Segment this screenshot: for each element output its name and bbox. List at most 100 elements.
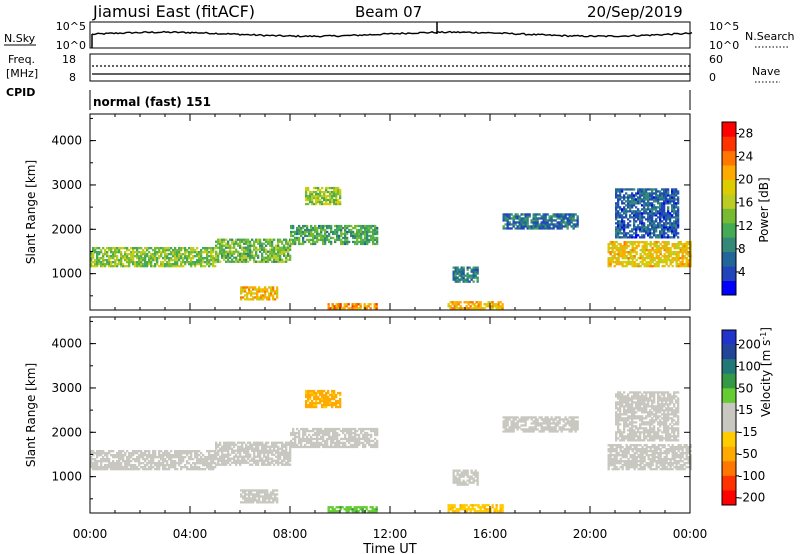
range-cell-0-1951 [635, 259, 638, 262]
range-cell-0-1773 [564, 215, 567, 218]
range-cell-1-1464 [473, 508, 476, 511]
range-cell-1-1504 [501, 506, 504, 509]
range-cell-1-677 [261, 447, 264, 450]
range-cell-0-874 [306, 228, 309, 232]
range-cell-0-1772 [564, 217, 567, 220]
range-cell-0-843 [298, 240, 301, 244]
range-cell-0-2800 [675, 218, 678, 221]
range-cell-0-1032 [352, 230, 355, 234]
range-cell-0-381 [190, 257, 193, 260]
range-cell-0-2726 [667, 202, 670, 205]
range-cell-0-1701 [542, 217, 545, 220]
range-cell-1-479 [217, 451, 220, 454]
range-cell-0-932 [322, 234, 325, 238]
range-cell-0-2783 [673, 204, 676, 207]
range-cell-1-1172 [313, 393, 316, 397]
range-cell-0-1604 [512, 217, 515, 220]
range-cell-0-1806 [576, 223, 579, 226]
range-cell-1-1841 [613, 460, 616, 463]
range-cell-0-691 [263, 250, 266, 253]
range-cell-1-943 [326, 445, 329, 449]
range-cell-0-2065 [659, 259, 662, 262]
range-cell-1-926 [320, 427, 323, 431]
range-cell-0-781 [283, 260, 286, 263]
range-cell-1-112 [118, 452, 121, 455]
range-cell-0-2253 [617, 212, 620, 215]
range-cell-1-707 [267, 451, 270, 454]
range-cell-0-1878 [619, 243, 622, 246]
range-cell-0-1780 [566, 217, 569, 220]
range-cell-1-1441 [457, 510, 460, 513]
range-cell-0-1479 [497, 307, 500, 310]
range-cell-0-1800 [572, 213, 575, 216]
range-cell-1-800 [289, 463, 292, 466]
range-cell-0-897 [312, 228, 315, 232]
range-cell-0-2757 [671, 214, 674, 217]
range-cell-1-2028 [651, 458, 654, 461]
range-cell-1-1264 [240, 493, 243, 496]
range-cell-1-1525 [458, 483, 461, 486]
range-cell-0-1783 [568, 221, 571, 224]
range-cell-0-2138 [675, 257, 678, 260]
range-cell-1-1739 [554, 422, 557, 425]
range-cell-0-668 [257, 242, 260, 245]
range-cell-1-1817 [609, 462, 612, 465]
range-cell-1-1882 [621, 452, 624, 455]
range-cell-0-245 [154, 253, 157, 256]
range-cell-1-803 [289, 455, 292, 458]
range-cell-0-804 [287, 246, 290, 249]
range-cell-0-1596 [510, 227, 513, 230]
range-cell-0-1916 [627, 245, 630, 248]
range-cell-0-2777 [673, 220, 676, 223]
range-cell-1-1611 [510, 422, 513, 425]
range-cell-0-1366 [337, 303, 340, 306]
range-cell-0-1865 [617, 253, 620, 256]
range-cell-0-1025 [350, 230, 353, 234]
range-cell-1-999 [338, 427, 341, 431]
range-cell-0-2754 [671, 224, 674, 227]
range-cell-0-1914 [627, 253, 630, 256]
power-cb-label-0: 4 [738, 265, 746, 279]
range-cell-0-1168 [315, 194, 318, 198]
range-cell-0-214 [146, 261, 149, 264]
range-cell-0-1747 [556, 213, 559, 216]
range-cell-1-488 [219, 447, 222, 450]
range-cell-1-1840 [613, 462, 616, 465]
range-cell-0-2522 [647, 206, 650, 209]
range-cell-0-2184 [683, 245, 686, 248]
range-cell-0-642 [251, 254, 254, 257]
range-cell-0-951 [328, 240, 331, 244]
range-cell-0-925 [320, 228, 323, 232]
range-cell-0-550 [231, 250, 234, 253]
range-cell-0-731 [271, 242, 274, 245]
range-cell-0-915 [318, 238, 321, 242]
range-cell-1-834 [296, 443, 299, 447]
range-cell-1-113 [118, 450, 121, 453]
range-cell-0-2826 [677, 202, 680, 205]
range-cell-0-2220 [689, 241, 692, 244]
range-cell-0-1024 [350, 232, 353, 236]
range-cell-0-1644 [524, 215, 527, 218]
range-cell-1-1806 [607, 466, 610, 469]
range-cell-0-1640 [524, 223, 527, 226]
range-cell-1-405 [198, 454, 201, 457]
range-cell-0-1460 [483, 307, 486, 310]
range-cell-0-1050 [358, 240, 361, 244]
range-cell-1-962 [330, 439, 333, 443]
range-cell-0-1473 [491, 301, 494, 304]
range-cell-1-1527 [458, 479, 461, 482]
range-cell-0-77 [110, 257, 113, 260]
range-cell-1-1495 [495, 506, 498, 509]
range-cell-0-1261 [240, 288, 243, 291]
range-cell-1-1038 [350, 435, 353, 439]
range-cell-0-1876 [619, 247, 622, 250]
range-cell-1-428 [206, 460, 209, 463]
range-cell-1-551 [233, 455, 236, 458]
range-cell-1-396 [196, 456, 199, 459]
range-cell-0-1555 [472, 268, 475, 271]
range-cell-1-296 [168, 458, 171, 461]
range-cell-0-2279 [619, 194, 622, 197]
range-cell-0-1402 [373, 307, 376, 310]
range-cell-0-2603 [655, 208, 658, 211]
range-cell-1-477 [217, 457, 220, 460]
